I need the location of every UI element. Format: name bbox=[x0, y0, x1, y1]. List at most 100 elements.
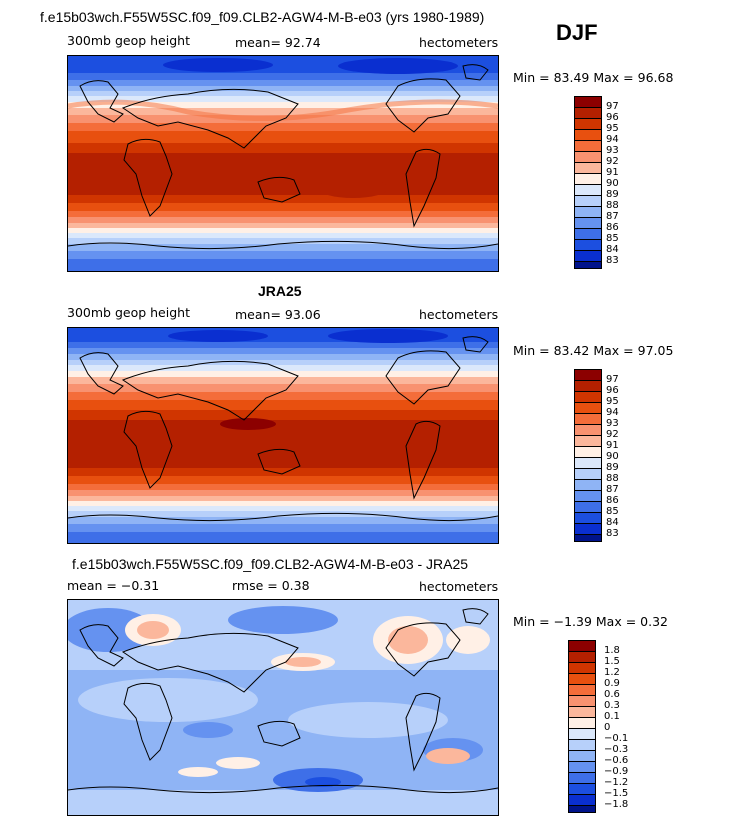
panel2-units-label: hectometers bbox=[419, 307, 499, 322]
colorbar-swatch bbox=[569, 806, 595, 812]
panel1-title: f.e15b03wch.F55W5SC.f09_f09.CLB2-AGW4-M-… bbox=[40, 9, 485, 25]
colorbar-tick-label: −1.2 bbox=[604, 777, 629, 788]
colorbar-swatch bbox=[575, 108, 601, 119]
panel3-colorbar bbox=[568, 640, 596, 813]
colorbar-swatch bbox=[575, 458, 601, 469]
panel3-rmse-label: rmse = 0.38 bbox=[232, 578, 310, 593]
colorbar-swatch bbox=[569, 751, 595, 762]
colorbar-swatch bbox=[575, 392, 601, 403]
panel1-variable-label: 300mb geop height bbox=[67, 33, 190, 48]
colorbar-tick-label: −0.1 bbox=[604, 733, 629, 744]
colorbar-swatch bbox=[575, 447, 601, 458]
panel1-mean-label: mean= 92.74 bbox=[235, 35, 321, 50]
colorbar-swatch bbox=[569, 740, 595, 751]
panel2-title: JRA25 bbox=[258, 283, 302, 299]
colorbar-tick-label: 88 bbox=[606, 200, 619, 211]
panel2-min-max: Min = 83.42 Max = 97.05 bbox=[513, 343, 674, 358]
colorbar-swatch bbox=[575, 535, 601, 541]
colorbar-tick-label: 87 bbox=[606, 211, 619, 222]
colorbar-tick-label: 94 bbox=[606, 134, 619, 145]
colorbar-swatch bbox=[575, 240, 601, 251]
colorbar-swatch bbox=[575, 174, 601, 185]
colorbar-tick-label: 1.8 bbox=[604, 645, 620, 656]
colorbar-tick-label: 85 bbox=[606, 233, 619, 244]
colorbar-tick-label: 93 bbox=[606, 418, 619, 429]
colorbar-tick-label: 94 bbox=[606, 407, 619, 418]
colorbar-swatch bbox=[569, 641, 595, 652]
colorbar-swatch bbox=[575, 524, 601, 535]
colorbar-swatch bbox=[569, 652, 595, 663]
colorbar-tick-label: 90 bbox=[606, 451, 619, 462]
colorbar-swatch bbox=[575, 469, 601, 480]
colorbar-tick-label: 96 bbox=[606, 385, 619, 396]
colorbar-tick-label: 93 bbox=[606, 145, 619, 156]
colorbar-swatch bbox=[575, 513, 601, 524]
panel3-min-max: Min = −1.39 Max = 0.32 bbox=[513, 614, 668, 629]
colorbar-swatch bbox=[569, 729, 595, 740]
panel3-map bbox=[67, 599, 499, 816]
colorbar-tick-label: 91 bbox=[606, 167, 619, 178]
colorbar-swatch bbox=[569, 674, 595, 685]
colorbar-tick-label: 92 bbox=[606, 156, 619, 167]
colorbar-swatch bbox=[569, 663, 595, 674]
colorbar-swatch bbox=[575, 196, 601, 207]
colorbar-tick-label: 83 bbox=[606, 255, 619, 266]
colorbar-swatch bbox=[575, 119, 601, 130]
colorbar-swatch bbox=[575, 185, 601, 196]
panel2-variable-label: 300mb geop height bbox=[67, 305, 190, 320]
colorbar-tick-label: 96 bbox=[606, 112, 619, 123]
colorbar-tick-label: 1.5 bbox=[604, 656, 620, 667]
colorbar-tick-label: −1.5 bbox=[604, 788, 629, 799]
colorbar-tick-label: 89 bbox=[606, 189, 619, 200]
season-label: DJF bbox=[556, 20, 598, 45]
colorbar-tick-label: −0.3 bbox=[604, 744, 629, 755]
colorbar-swatch bbox=[569, 685, 595, 696]
colorbar-tick-label: 95 bbox=[606, 396, 619, 407]
colorbar-swatch bbox=[575, 436, 601, 447]
colorbar-swatch bbox=[575, 491, 601, 502]
colorbar-swatch bbox=[569, 707, 595, 718]
colorbar-swatch bbox=[575, 218, 601, 229]
panel3-title: f.e15b03wch.F55W5SC.f09_f09.CLB2-AGW4-M-… bbox=[72, 556, 469, 572]
panel2-map bbox=[67, 327, 499, 544]
colorbar-swatch bbox=[575, 414, 601, 425]
panel3-mean-label: mean = −0.31 bbox=[67, 578, 160, 593]
colorbar-tick-label: 1.2 bbox=[604, 667, 620, 678]
colorbar-tick-label: 83 bbox=[606, 528, 619, 539]
colorbar-tick-label: 97 bbox=[606, 374, 619, 385]
colorbar-tick-label: 0.3 bbox=[604, 700, 620, 711]
colorbar-tick-label: −1.8 bbox=[604, 799, 629, 810]
colorbar-tick-label: 86 bbox=[606, 222, 619, 233]
colorbar-swatch bbox=[569, 696, 595, 707]
colorbar-swatch bbox=[569, 784, 595, 795]
colorbar-tick-label: 86 bbox=[606, 495, 619, 506]
colorbar-swatch bbox=[575, 251, 601, 262]
panel1-units-label: hectometers bbox=[419, 35, 499, 50]
colorbar-swatch bbox=[569, 762, 595, 773]
colorbar-tick-label: 0 bbox=[604, 722, 611, 733]
colorbar-swatch bbox=[569, 773, 595, 784]
colorbar-swatch bbox=[575, 141, 601, 152]
panel2-colorbar bbox=[574, 369, 602, 542]
colorbar-tick-label: 95 bbox=[606, 123, 619, 134]
colorbar-swatch bbox=[575, 229, 601, 240]
colorbar-tick-label: 84 bbox=[606, 244, 619, 255]
colorbar-swatch bbox=[575, 152, 601, 163]
colorbar-swatch bbox=[575, 262, 601, 268]
colorbar-swatch bbox=[575, 97, 601, 108]
colorbar-swatch bbox=[575, 370, 601, 381]
colorbar-swatch bbox=[575, 207, 601, 218]
colorbar-swatch bbox=[575, 163, 601, 174]
colorbar-swatch bbox=[575, 403, 601, 414]
panel1-map bbox=[67, 55, 499, 272]
colorbar-tick-label: 85 bbox=[606, 506, 619, 517]
colorbar-tick-label: 0.9 bbox=[604, 678, 620, 689]
colorbar-tick-label: 91 bbox=[606, 440, 619, 451]
colorbar-tick-label: 0.6 bbox=[604, 689, 620, 700]
colorbar-swatch bbox=[575, 480, 601, 491]
panel1-min-max: Min = 83.49 Max = 96.68 bbox=[513, 70, 674, 85]
colorbar-tick-label: 97 bbox=[606, 101, 619, 112]
colorbar-swatch bbox=[575, 381, 601, 392]
panel2-mean-label: mean= 93.06 bbox=[235, 307, 321, 322]
colorbar-tick-label: 89 bbox=[606, 462, 619, 473]
